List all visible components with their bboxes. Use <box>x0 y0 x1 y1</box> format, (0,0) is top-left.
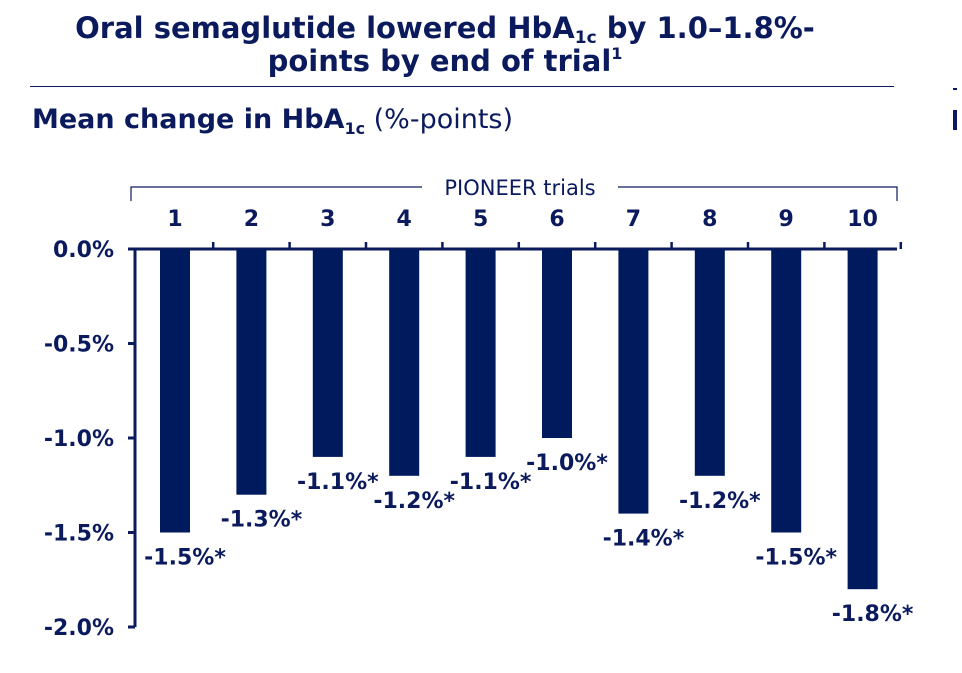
bar <box>542 249 572 438</box>
bars <box>160 249 878 590</box>
bar <box>312 249 343 457</box>
chart-title: Oral semaglutide lowered HbA1c by 1.0–1.… <box>30 12 860 78</box>
title-line1-subscript: 1c <box>574 28 597 48</box>
bar <box>389 249 420 476</box>
value-labels: -1.5%*-1.3%*-1.1%*-1.2%*-1.1%*-1.0%*-1.4… <box>144 451 914 627</box>
title-line2-main: points by end of trial <box>267 44 612 78</box>
x-category-label: 2 <box>244 207 259 232</box>
bar <box>771 249 802 533</box>
chart-subtitle: Mean change in HbA1c (%-points) <box>32 103 513 137</box>
y-tick-label: -1.0% <box>44 427 114 452</box>
bar-value-label: -1.1%* <box>450 470 532 495</box>
bar-value-label: -1.2%* <box>679 489 761 514</box>
pioneer-trials-bracket: PIONEER trials <box>130 176 898 201</box>
bar <box>236 249 267 495</box>
y-tick-label: 0.0% <box>53 238 114 263</box>
bar <box>847 249 878 590</box>
x-category-label: 9 <box>779 207 794 232</box>
edge-fragment-bottom <box>953 110 957 130</box>
x-category-label: 8 <box>702 207 717 232</box>
x-category-label: 4 <box>397 207 412 232</box>
title-line1-rest: by 1.0–1.8%- <box>596 11 815 45</box>
title-divider <box>30 86 894 87</box>
x-category-label: 1 <box>167 207 182 232</box>
bar-value-label: -1.5%* <box>144 546 226 571</box>
group-label: PIONEER trials <box>444 176 595 200</box>
x-category-label: 10 <box>847 207 878 232</box>
y-tick-label: -0.5% <box>44 333 114 358</box>
bar-value-label: -1.0%* <box>526 451 608 476</box>
edge-fragment-top <box>953 88 957 90</box>
title-footnote-marker: 1 <box>611 44 623 63</box>
x-category-label: 3 <box>320 207 335 232</box>
subtitle-units: (%-points) <box>365 104 514 135</box>
subtitle-bold-main: Mean change in HbA <box>32 104 345 135</box>
bar <box>618 249 649 514</box>
x-axis: 1 2 3 4 5 6 7 8 9 10 <box>128 207 903 251</box>
bar-value-label: -1.2%* <box>373 489 455 514</box>
y-tick-label: -2.0% <box>44 616 114 641</box>
bar <box>694 249 725 476</box>
bar-value-label: -1.1%* <box>297 470 379 495</box>
bracket-left <box>130 186 422 201</box>
bar-value-label: -1.5%* <box>755 546 837 571</box>
subtitle-subscript: 1c <box>344 119 366 138</box>
bar-value-label: -1.4%* <box>603 527 685 552</box>
bar-value-label: -1.3%* <box>221 508 303 533</box>
x-category-label: 5 <box>473 207 488 232</box>
x-category-label: 6 <box>549 207 564 232</box>
bar <box>160 249 190 533</box>
bar-value-label: -1.8%* <box>832 602 914 627</box>
x-category-label: 7 <box>626 207 641 232</box>
y-tick-label: -1.5% <box>44 522 114 547</box>
bar <box>465 249 496 457</box>
bracket-right <box>618 186 898 201</box>
title-line1-main: Oral semaglutide lowered HbA <box>75 11 575 45</box>
y-axis: 0.0% -0.5% -1.0% -1.5% -2.0% <box>44 238 137 641</box>
